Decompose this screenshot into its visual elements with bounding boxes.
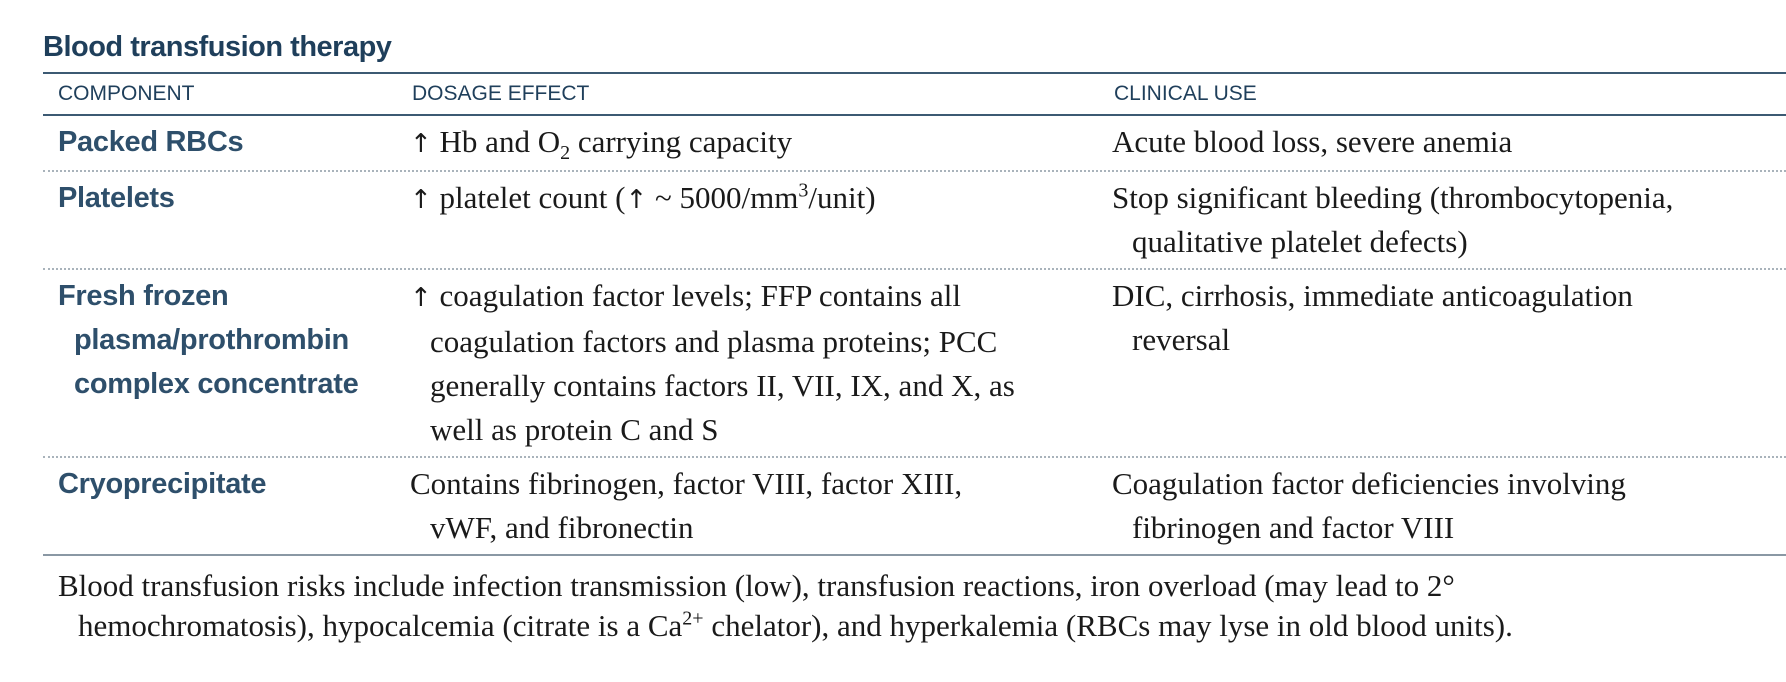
dosage-cell: ↑ platelet count (↑ ~ 5000/mm3/unit) xyxy=(410,176,1112,264)
component-name: Cryoprecipitate xyxy=(58,468,267,500)
dosage-text: vWF, and fibronectin xyxy=(430,510,694,545)
clinical-text: reversal xyxy=(1132,322,1231,357)
clinical-text: Acute blood loss, severe anemia xyxy=(1112,124,1513,159)
up-arrow-icon: ↑ xyxy=(410,283,432,313)
component-name: plasma/prothrombin xyxy=(74,324,349,356)
dosage-text: coagulation factor levels; FFP contains … xyxy=(431,278,961,313)
table-row: Cryoprecipitate Contains fibrinogen, fac… xyxy=(43,458,1786,556)
table-row: Fresh frozen plasma/prothrombin complex … xyxy=(43,270,1786,458)
dosage-text: generally contains factors II, VII, IX, … xyxy=(430,368,1015,403)
clinical-text: Stop significant bleeding (thrombocytope… xyxy=(1112,180,1674,215)
dosage-text: ~ 5000/mm xyxy=(647,180,799,215)
superscript: 2+ xyxy=(682,607,704,630)
subscript: 2 xyxy=(560,142,571,165)
clinical-text: fibrinogen and factor VIII xyxy=(1132,510,1455,545)
clinical-cell: DIC, cirrhosis, immediate anticoagulatio… xyxy=(1112,274,1786,452)
component-cell: Platelets xyxy=(43,176,410,264)
header-clinical: CLINICAL USE xyxy=(1114,82,1257,105)
dosage-text: well as protein C and S xyxy=(430,412,719,447)
dosage-text: platelet count ( xyxy=(431,180,626,215)
dosage-cell: ↑ coagulation factor levels; FFP contain… xyxy=(410,274,1112,452)
dosage-cell: Contains fibrinogen, factor VIII, factor… xyxy=(410,462,1112,550)
transfusion-table: Blood transfusion therapy COMPONENT DOSA… xyxy=(43,22,1786,646)
clinical-cell: Acute blood loss, severe anemia xyxy=(1112,120,1786,166)
note-text: hemochromatosis), hypocalcemia (citrate … xyxy=(78,608,683,643)
component-name: Packed RBCs xyxy=(58,126,244,158)
header-component: COMPONENT xyxy=(58,82,195,105)
dosage-text: /unit) xyxy=(808,180,876,215)
dosage-text: carrying capacity xyxy=(570,124,793,159)
component-cell: Cryoprecipitate xyxy=(43,462,410,550)
header-row: COMPONENT DOSAGE EFFECT CLINICAL USE xyxy=(43,72,1786,116)
component-name: Fresh frozen xyxy=(58,280,229,312)
dosage-text: Hb and O xyxy=(431,124,561,159)
up-arrow-icon: ↑ xyxy=(410,185,432,215)
component-cell: Packed RBCs xyxy=(43,120,410,166)
dosage-cell: ↑ Hb and O2 carrying capacity xyxy=(410,120,1112,166)
table-row: Platelets ↑ platelet count (↑ ~ 5000/mm3… xyxy=(43,172,1786,270)
clinical-text: DIC, cirrhosis, immediate anticoagulatio… xyxy=(1112,278,1633,313)
component-cell: Fresh frozen plasma/prothrombin complex … xyxy=(43,274,410,452)
note-text: chelator), and hyperkalemia (RBCs may ly… xyxy=(703,608,1513,643)
up-arrow-icon: ↑ xyxy=(410,129,432,159)
header-dosage: DOSAGE EFFECT xyxy=(412,82,590,105)
clinical-text: qualitative platelet defects) xyxy=(1132,224,1468,259)
note-text: Blood transfusion risks include infectio… xyxy=(58,568,1455,603)
superscript: 3 xyxy=(798,179,809,202)
clinical-text: Coagulation factor deficiencies involvin… xyxy=(1112,466,1626,501)
table-title: Blood transfusion therapy xyxy=(43,31,392,63)
dosage-text: coagulation factors and plasma proteins;… xyxy=(430,324,998,359)
risk-note: Blood transfusion risks include infectio… xyxy=(43,556,1786,646)
component-name: complex concentrate xyxy=(74,368,359,400)
clinical-cell: Coagulation factor deficiencies involvin… xyxy=(1112,462,1786,550)
clinical-cell: Stop significant bleeding (thrombocytope… xyxy=(1112,176,1786,264)
up-arrow-icon: ↑ xyxy=(625,185,648,215)
table-row: Packed RBCs ↑ Hb and O2 carrying capacit… xyxy=(43,116,1786,172)
component-name: Platelets xyxy=(58,182,175,214)
dosage-text: Contains fibrinogen, factor VIII, factor… xyxy=(410,466,963,501)
